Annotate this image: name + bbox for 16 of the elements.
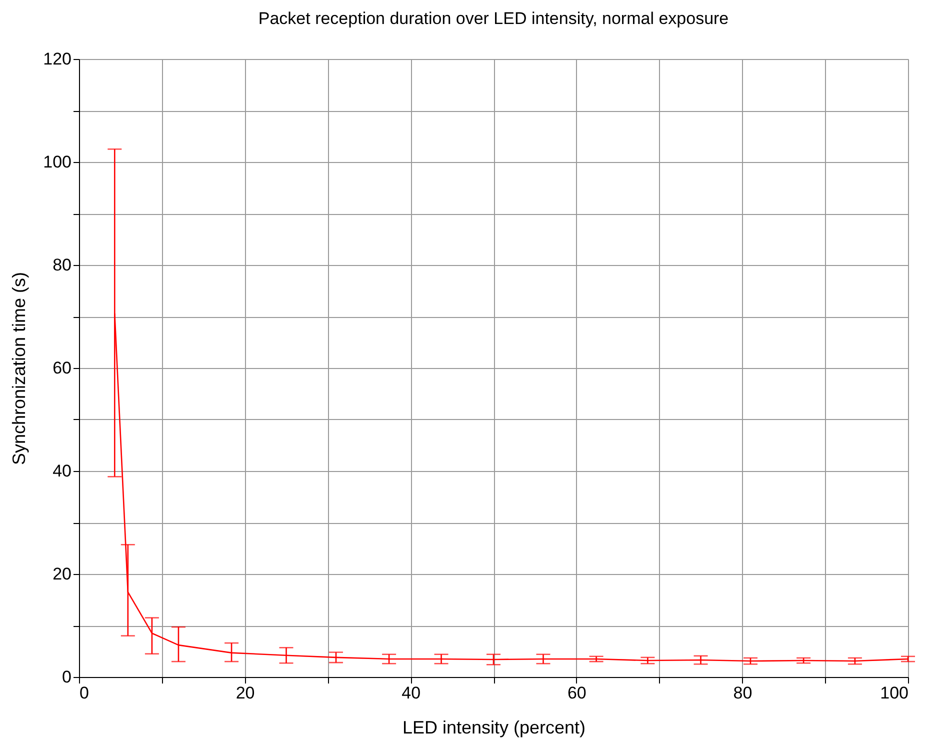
x-tick-label: 60: [567, 684, 586, 702]
y-tick-label: 20: [52, 564, 72, 584]
chart-title: Packet reception duration over LED intensity, normal exposure: [258, 9, 729, 28]
x-tick-label: 0: [80, 684, 89, 702]
x-axis-title: LED intensity (percent): [402, 718, 586, 738]
x-tick-label: 100: [880, 684, 908, 702]
y-axis-title: Synchronization time (s): [9, 272, 30, 466]
y-tick-label: 120: [43, 50, 72, 68]
y-tick-label: 60: [52, 358, 72, 378]
y-tick-label: 0: [62, 668, 72, 686]
x-tick-label: 20: [236, 684, 255, 702]
y-tick-label: 100: [43, 152, 72, 172]
x-tick-label: 80: [733, 684, 752, 702]
y-tick-label: 80: [52, 256, 72, 274]
x-tick-label: 40: [402, 684, 421, 702]
y-tick-label: 40: [52, 462, 72, 480]
